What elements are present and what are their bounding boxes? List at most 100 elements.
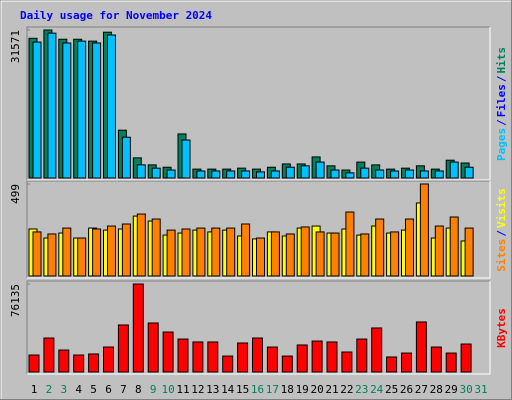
x-tick-label: 24 xyxy=(370,383,384,396)
bar xyxy=(107,225,116,277)
x-tick-label: 10 xyxy=(161,383,174,396)
separator: / xyxy=(495,230,508,237)
side-label: KBytes xyxy=(495,308,508,348)
side-label: Pages/Files/Hits xyxy=(495,47,508,161)
bar xyxy=(226,170,236,179)
x-tick-label: 5 xyxy=(90,383,97,396)
bar xyxy=(419,170,429,179)
x-tick-label: 7 xyxy=(120,383,127,396)
bar xyxy=(386,356,398,373)
bar xyxy=(341,351,353,373)
bar xyxy=(92,42,102,179)
bar xyxy=(58,349,70,373)
bar xyxy=(132,283,144,373)
y-tick-label: 31571 xyxy=(9,30,22,63)
bar xyxy=(151,167,161,179)
side-label: Sites / Visits xyxy=(495,188,508,272)
bar xyxy=(32,41,42,179)
bar xyxy=(196,170,206,179)
separator: / xyxy=(495,75,508,82)
y-tick-label: 499 xyxy=(9,184,22,204)
bar xyxy=(241,170,251,179)
x-tick-label: 19 xyxy=(296,383,309,396)
bar xyxy=(300,226,310,277)
bar xyxy=(285,233,295,277)
bar xyxy=(166,169,176,179)
bar xyxy=(181,228,191,277)
bar xyxy=(270,170,280,179)
bar xyxy=(296,344,308,373)
bar xyxy=(226,227,236,277)
bar xyxy=(28,354,40,373)
bar xyxy=(77,40,87,179)
bar xyxy=(32,231,42,277)
bar xyxy=(270,231,280,277)
y-tick-label: 76135 xyxy=(9,284,22,317)
bar xyxy=(464,227,474,277)
bar xyxy=(375,169,385,179)
bar xyxy=(256,171,265,179)
x-tick-label: 16 xyxy=(251,383,264,396)
bar xyxy=(151,218,161,277)
x-tick-label: 27 xyxy=(415,383,428,396)
bar xyxy=(311,340,323,373)
bar xyxy=(177,338,189,373)
bar xyxy=(266,346,278,373)
bar xyxy=(449,161,459,179)
panel-edge xyxy=(26,180,490,278)
bar xyxy=(62,42,72,179)
x-tick-label: 14 xyxy=(221,383,235,396)
bar xyxy=(315,231,325,277)
bar xyxy=(445,352,457,373)
bar xyxy=(415,321,427,373)
bar xyxy=(47,233,57,277)
bar xyxy=(103,346,114,373)
bar xyxy=(360,167,370,179)
bar xyxy=(136,213,146,277)
bar xyxy=(43,337,55,373)
bar xyxy=(460,343,472,373)
x-tick-label: 8 xyxy=(135,383,142,396)
bar xyxy=(419,183,429,277)
bar xyxy=(211,227,221,277)
bar xyxy=(252,337,263,373)
bar xyxy=(390,231,400,277)
bar xyxy=(281,355,293,373)
bar xyxy=(196,227,206,277)
side-label-part: Pages xyxy=(495,128,508,161)
panel-edge xyxy=(26,280,490,374)
bar xyxy=(121,223,131,277)
x-tick-label: 26 xyxy=(400,383,413,396)
panel-edge xyxy=(26,26,490,180)
separator: / xyxy=(495,119,508,126)
bar xyxy=(356,338,368,373)
bar xyxy=(62,227,72,277)
bar xyxy=(192,341,204,373)
x-tick-label: 12 xyxy=(191,383,204,396)
x-tick-label: 1 xyxy=(31,383,38,396)
bar xyxy=(430,346,442,373)
bar xyxy=(464,166,474,179)
panel-edge xyxy=(27,181,491,279)
bar xyxy=(330,232,340,277)
bar xyxy=(207,341,219,373)
bar xyxy=(345,172,355,179)
x-tick-label: 21 xyxy=(325,383,338,396)
bar xyxy=(166,229,176,277)
bar xyxy=(405,218,414,277)
bar xyxy=(147,322,159,373)
bar xyxy=(222,355,234,373)
x-tick-label: 13 xyxy=(206,383,219,396)
bar xyxy=(371,327,383,373)
bar xyxy=(121,136,131,179)
side-label-part: Visits xyxy=(495,188,508,228)
x-tick-label: 2 xyxy=(46,383,53,396)
bar xyxy=(330,169,340,179)
x-tick-label: 17 xyxy=(266,383,279,396)
bar xyxy=(107,34,116,179)
bar xyxy=(47,32,57,179)
bar xyxy=(401,352,412,373)
side-label-part: KBytes xyxy=(495,308,508,348)
bar xyxy=(300,165,310,179)
